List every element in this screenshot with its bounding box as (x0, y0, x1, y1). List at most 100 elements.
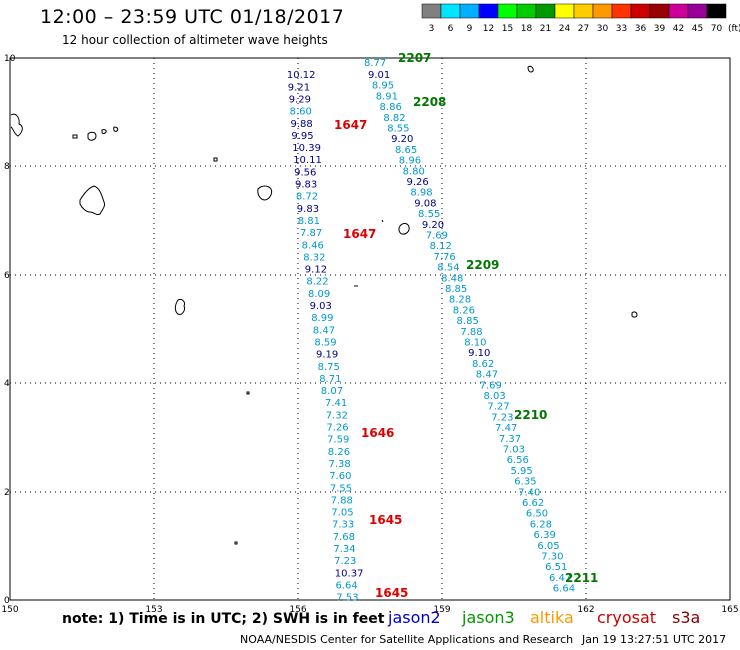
colorbar-level-label: 21 (540, 24, 551, 34)
track-right-values: 9.018.958.918.868.828.559.208.658.968.80… (368, 70, 575, 595)
wave-height-value: 8.59 (314, 337, 336, 348)
wave-height-value: 8.46 (302, 240, 324, 251)
wave-height-value: 8.85 (445, 284, 467, 295)
legend-s3a: s3a (672, 608, 701, 627)
wave-height-value: 8.72 (296, 192, 318, 203)
wave-height-value: 8.65 (395, 145, 417, 156)
wave-height-value: 8.47 (476, 370, 498, 381)
grid-lines (10, 58, 730, 600)
wave-height-value: 10.11 (293, 155, 322, 166)
wave-height-value: 9.56 (294, 167, 316, 178)
colorbar-level-label: 30 (597, 24, 609, 34)
wave-height-value: 6.05 (537, 541, 559, 552)
wave-height-value: 8.26 (328, 447, 350, 458)
wave-height-value: 6.39 (534, 530, 556, 541)
track-left-values: 8.7710.129.219.298.609.889.9510.3910.119… (287, 58, 386, 604)
wave-height-value: 8.86 (380, 102, 402, 113)
legend-cryosat: cryosat (597, 608, 657, 627)
island-dot-3 (234, 541, 238, 545)
wave-height-value: 9.20 (422, 220, 444, 231)
colorbar-swatch (706, 3, 727, 19)
wave-height-value: 6.64 (553, 584, 575, 595)
wave-height-value: 8.82 (383, 113, 405, 124)
colorbar-level-label: 27 (578, 24, 589, 34)
pass-time-label: 1646 (361, 426, 394, 440)
wave-height-value: 8.71 (319, 374, 341, 385)
wave-height-value: 9.10 (468, 348, 490, 359)
y-tick-label: 6 (4, 271, 10, 281)
island-top-right (527, 65, 534, 73)
wave-height-value: 8.47 (313, 325, 335, 336)
wave-height-value: 7.87 (300, 228, 322, 239)
pass-time-label: 2207 (398, 51, 431, 65)
wave-height-value: 8.54 (437, 263, 459, 274)
wave-height-value: 9.01 (368, 70, 390, 81)
wave-height-value: 8.91 (376, 91, 398, 102)
wave-height-value: 8.60 (290, 107, 312, 118)
colorbar-level-label: 9 (467, 24, 473, 34)
wave-height-value: 7.23 (491, 412, 513, 423)
wave-height-value: 8.96 (399, 156, 421, 167)
wave-height-value: 8.77 (364, 58, 386, 69)
colorbar-level-label: 70 (711, 24, 723, 34)
wave-height-value: 7.88 (460, 327, 482, 338)
credit-line: NOAA/NESDIS Center for Satellite Applica… (240, 633, 574, 646)
wave-height-value: 6.35 (514, 477, 536, 488)
island-right (631, 311, 638, 318)
colorbar-level-label: 6 (448, 24, 454, 34)
wave-height-value: 7.03 (503, 445, 525, 456)
wave-height-value: 7.23 (334, 556, 356, 567)
colorbar-level-label: 42 (673, 24, 684, 34)
island-near-track (398, 223, 410, 235)
legend-jason3: jason3 (462, 608, 515, 627)
wave-height-value: 7.69 (426, 231, 448, 242)
colorbar-level-label: 36 (635, 24, 647, 34)
x-tick-label: 150 (1, 605, 18, 615)
x-tick-label: 165 (721, 605, 738, 615)
wave-height-value: 7.32 (326, 410, 348, 421)
wave-height-value: 9.26 (407, 177, 429, 188)
wave-height-value: 8.12 (430, 241, 452, 252)
wave-height-value: 8.62 (472, 359, 494, 370)
wave-height-value: 9.88 (291, 119, 313, 130)
wave-height-value: 10.39 (292, 143, 321, 154)
pass-time-label: 2208 (413, 95, 446, 109)
wave-height-value: 8.28 (449, 295, 471, 306)
pass-time-label: 1647 (343, 227, 376, 241)
y-tick-label: 10 (4, 54, 16, 64)
island-left-upper (10, 113, 23, 137)
wave-height-value: 6.64 (336, 580, 358, 591)
wave-height-value: 9.83 (297, 204, 319, 215)
wave-height-value: 5.95 (510, 466, 532, 477)
wave-height-value: 7.69 (480, 380, 502, 391)
pass-time-label: 1645 (369, 513, 402, 527)
colorbar-level-label: 18 (521, 24, 533, 34)
wave-height-value: 6.62 (522, 498, 544, 509)
wave-height-value: 7.55 (330, 483, 352, 494)
wave-height-value: 9.29 (289, 94, 311, 105)
map-subtitle: 12 hour collection of altimeter wave hei… (62, 33, 328, 47)
wave-height-value: 7.37 (499, 434, 521, 445)
wave-height-value: 8.26 (453, 305, 475, 316)
wave-height-value: 6.28 (530, 519, 552, 530)
wave-height-value: 8.55 (387, 124, 409, 135)
wave-height-value: 8.32 (303, 252, 325, 263)
wave-height-value: 9.20 (391, 134, 413, 145)
axis-tick-labels: 150 153 156 159 162 165 10 8 6 4 2 0 (1, 54, 738, 615)
wave-height-value: 7.68 (333, 532, 355, 543)
wave-height-value: 8.99 (311, 313, 333, 324)
wave-height-value: 7.53 (336, 593, 358, 604)
wave-height-value: 7.41 (325, 398, 347, 409)
wave-height-value: 9.95 (291, 131, 313, 142)
wave-height-value: 9.12 (305, 265, 327, 276)
x-tick-label: 159 (433, 605, 450, 615)
colorbar-level-label: 24 (559, 24, 571, 34)
x-tick-label: 162 (577, 605, 594, 615)
wave-height-value: 9.21 (288, 82, 310, 93)
wave-height-value: 7.59 (327, 435, 349, 446)
island-dot-1 (213, 157, 218, 162)
wave-height-value: 7.33 (332, 520, 354, 531)
x-tick-label: 153 (145, 605, 162, 615)
